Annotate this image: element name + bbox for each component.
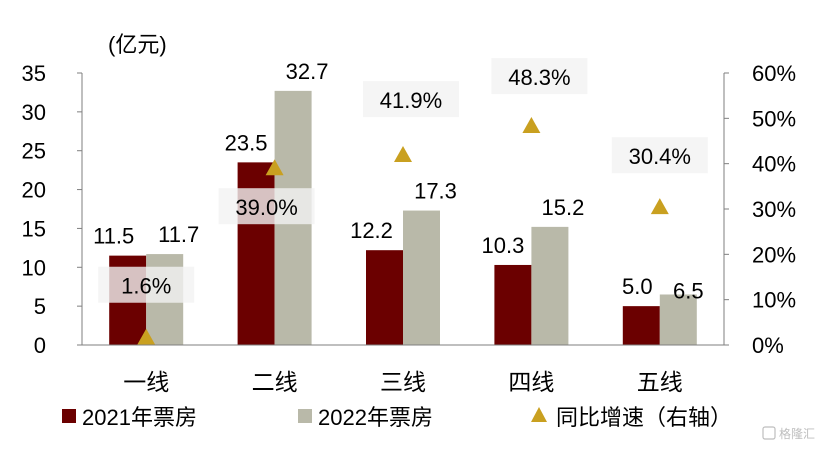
data-label-2021: 23.5 (225, 130, 268, 155)
growth-marker (265, 159, 284, 176)
legend-label-2021: 2021年票房 (82, 405, 197, 430)
data-label-2021: 11.5 (93, 224, 134, 249)
growth-marker (394, 146, 412, 163)
category-label: 三线 (380, 369, 426, 395)
rate-label: 48.3% (508, 65, 570, 90)
growth-marker (650, 198, 669, 215)
watermark: 格隆汇 (762, 426, 815, 441)
data-label-2022: 17.3 (414, 179, 457, 204)
bars-layer (109, 90, 697, 345)
legend-label-growth: 同比增速（右轴） (556, 405, 732, 430)
right-tick-label: 20% (752, 242, 796, 267)
rate-label-box (218, 188, 315, 225)
left-tick-label: 25 (22, 139, 46, 164)
bar-2022 (659, 294, 697, 345)
right-tick-label: 30% (752, 197, 796, 222)
rate-data-labels: 1.6% 39.0% 41.9% 48.3% 30.4% (98, 58, 708, 303)
legend-marker-growth (531, 407, 547, 422)
rate-label: 30.4% (629, 144, 691, 169)
rate-label: 41.9% (380, 88, 442, 113)
right-axis-ticks: 0% 10% 20% 30% 40% 50% 60% (724, 61, 796, 358)
right-tick-label: 40% (752, 152, 796, 177)
left-tick-label: 30 (22, 100, 46, 125)
bar-data-labels: 11.5 11.7 23.5 32.7 12.2 17.3 10.3 15.2 5.0 6.5 (93, 59, 703, 304)
rate-label-box (491, 58, 588, 95)
watermark-text: 格隆汇 (779, 426, 815, 441)
data-label-2021: 12.2 (350, 218, 393, 243)
data-label-2021: 5.0 (622, 274, 653, 299)
category-label: 四线 (508, 369, 554, 395)
legend-label-2022: 2022年票房 (318, 405, 433, 430)
bar-2021 (366, 250, 403, 345)
left-tick-label: 20 (22, 178, 46, 203)
data-label-2022: 15.2 (541, 195, 584, 220)
category-label: 一线 (123, 369, 169, 395)
legend: 2021年票房 2022年票房 同比增速（右轴） (62, 405, 732, 430)
category-label: 二线 (252, 369, 298, 395)
left-axis-ticks: 0 5 10 15 20 25 30 35 (22, 61, 82, 358)
right-tick-label: 60% (752, 61, 796, 86)
markers-layer (137, 117, 669, 345)
growth-marker (137, 328, 156, 345)
watermark-logo-icon (762, 426, 776, 440)
rate-label-box (363, 81, 459, 118)
category-labels: 一线 二线 三线 四线 五线 (123, 369, 683, 395)
data-label-2022: 6.5 (673, 278, 704, 303)
right-tick-label: 50% (752, 106, 796, 131)
legend-swatch-2022 (298, 409, 312, 423)
data-label-2021: 10.3 (481, 233, 524, 258)
rate-label-box (98, 266, 195, 303)
legend-swatch-2021 (62, 409, 76, 423)
left-tick-label: 35 (22, 61, 46, 86)
left-tick-label: 0 (34, 333, 46, 358)
bar-2021 (494, 264, 532, 345)
category-label: 五线 (637, 369, 683, 395)
rate-label: 1.6% (121, 274, 171, 299)
left-axis-unit-label: (亿元) (108, 32, 167, 57)
left-tick-label: 10 (22, 255, 46, 280)
data-label-2022: 32.7 (286, 59, 329, 84)
rate-label-box (611, 137, 708, 174)
right-tick-label: 10% (752, 288, 796, 313)
right-tick-label: 0% (752, 333, 784, 358)
growth-marker (522, 117, 541, 134)
left-tick-label: 5 (34, 294, 46, 319)
bar-2022 (403, 210, 440, 345)
rate-label: 39.0% (235, 195, 297, 220)
bar-2022 (531, 226, 569, 345)
left-tick-label: 15 (22, 216, 46, 241)
bar-2021 (622, 306, 660, 345)
data-label-2022: 11.7 (158, 222, 199, 247)
